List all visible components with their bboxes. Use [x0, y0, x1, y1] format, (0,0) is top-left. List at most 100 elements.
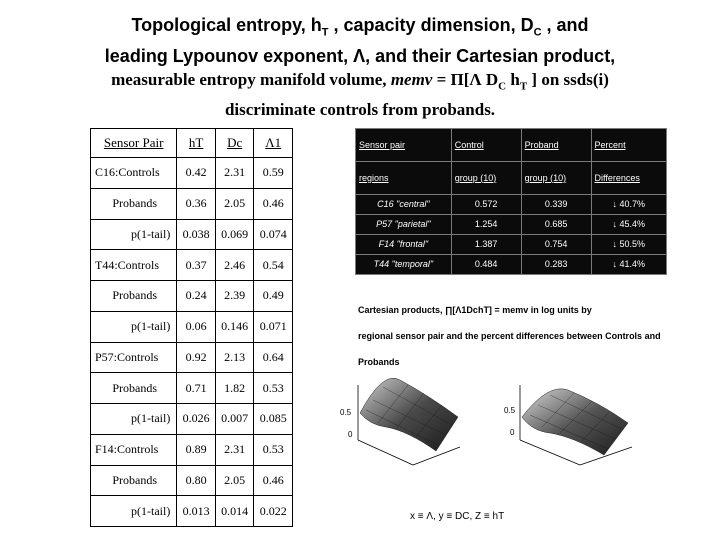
table-row: Probands 0.80 2.05 0.46 [89, 464, 293, 497]
region-cell: T44 "temporal" [355, 253, 452, 276]
lambda-cell: 0.49 [253, 280, 293, 312]
ht-cell: 0.80 [176, 464, 216, 497]
dc-cell: 2.05 [214, 464, 255, 497]
cartesian-caption: Cartesian products, ∏[Λ1DchT] = memv in … [358, 297, 678, 375]
table-row: C16 "central" 0.572 0.339 ↓ 40.7% [355, 193, 668, 215]
sensor-pair-cell: T44:Controls [89, 249, 178, 281]
proband-cell: 0.754 [520, 233, 592, 255]
x-axis-line [357, 439, 414, 466]
table-row: p(1-tail) 0.026 0.007 0.085 [89, 403, 293, 435]
header-ht: hT [176, 128, 216, 158]
lambda-cell: 0.64 [253, 341, 293, 374]
lambda-cell: 0.074 [253, 218, 293, 251]
table-row: F14:Controls 0.89 2.31 0.53 [89, 433, 293, 466]
difference-cell: ↓ 41.4% [590, 253, 668, 276]
header-cell: Percent [590, 128, 668, 162]
ht-cell: 0.026 [176, 403, 216, 435]
header-cell: regions [355, 160, 452, 195]
caption-line-3: Probands [358, 357, 400, 367]
dc-cell: 2.46 [214, 249, 255, 281]
y-axis-line [412, 446, 461, 466]
dc-cell: 2.13 [214, 341, 255, 374]
dc-cell: 0.014 [214, 495, 255, 527]
sensor-pair-cell: Probands [89, 464, 178, 497]
title-line-2: leading Lypounov exponent, Λ, and their … [104, 45, 616, 66]
lambda-cell: 0.071 [253, 310, 293, 343]
dc-cell: 0.007 [214, 403, 255, 435]
sensor-pair-table: Sensor Pair hT Dc Λ1 C16:Controls 0.42 2.3… [89, 128, 293, 527]
header-lambda: Λ1 [253, 128, 293, 158]
lambda-cell: 0.53 [253, 433, 293, 466]
header-cell: Control [450, 128, 522, 162]
region-cell: C16 "central" [355, 193, 452, 215]
table-row: p(1-tail) 0.013 0.014 0.022 [89, 495, 293, 527]
ht-cell: 0.013 [176, 495, 216, 527]
control-cell: 0.484 [450, 253, 522, 276]
z-tick-label: 0.5 [504, 406, 516, 415]
title-line-3: measurable entropy manifold volume, memv… [111, 69, 609, 92]
y-axis-line [579, 446, 633, 466]
dc-cell: 2.05 [214, 187, 255, 220]
ht-cell: 0.37 [176, 249, 216, 281]
title-line-1: Topological entropy, hT , capacity dimen… [131, 15, 589, 39]
caption-line-1: Cartesian products, ∏[Λ1DchT] = memv in … [358, 305, 592, 315]
sensor-pair-cell: F14:Controls [89, 433, 178, 466]
table-header-row: Sensor pair Control Proband Percent [355, 128, 668, 162]
table-row: C16:Controls 0.42 2.31 0.59 [89, 157, 293, 189]
page-title: Topological entropy, hT , capacity dimen… [0, 14, 720, 121]
proband-cell: 0.283 [520, 253, 592, 276]
table-row: F14 "frontal" 1.387 0.754 ↓ 50.5% [355, 233, 668, 255]
sensor-pair-cell: C16:Controls [89, 157, 178, 189]
lambda-cell: 0.46 [253, 464, 293, 497]
header-cell: group (10) [450, 160, 522, 195]
lambda-cell: 0.46 [253, 187, 293, 220]
sensor-pair-cell: p(1-tail) [89, 403, 178, 435]
control-cell: 1.387 [450, 233, 522, 255]
surface-mesh [521, 388, 629, 456]
lambda-cell: 0.54 [253, 249, 293, 281]
table-row: p(1-tail) 0.06 0.146 0.071 [89, 310, 293, 343]
proband-cell: 0.339 [520, 193, 592, 215]
lambda-cell: 0.53 [253, 372, 293, 404]
control-surface-plot: 0.5 0 [340, 378, 461, 466]
ht-cell: 0.92 [176, 341, 216, 374]
control-cell: 1.254 [450, 213, 522, 235]
header-cell: group (10) [520, 160, 592, 195]
z-tick-label: 0 [510, 428, 515, 437]
axis-legend: x ≡ Λ, y ≡ DC, Z ≡ hT [410, 511, 505, 522]
region-cell: P57 "parietal" [355, 213, 452, 235]
header-sensor-pair: Sensor Pair [89, 128, 178, 158]
table-row: P57:Controls 0.92 2.13 0.64 [89, 341, 293, 374]
table-header-row: Sensor Pair hT Dc Λ1 [89, 128, 293, 158]
caption-line-2: regional sensor pair and the percent dif… [358, 331, 661, 341]
z-tick-label: 0 [348, 430, 353, 439]
header-dc: Dc [214, 128, 255, 158]
ht-cell: 0.42 [176, 157, 216, 189]
sensor-pair-cell: p(1-tail) [89, 495, 178, 527]
sensor-pair-cell: p(1-tail) [89, 310, 178, 343]
sensor-pair-cell: Probands [89, 280, 178, 312]
table-row: T44 "temporal" 0.484 0.283 ↓ 41.4% [355, 253, 668, 276]
difference-cell: ↓ 45.4% [590, 213, 668, 235]
ht-cell: 0.06 [176, 310, 216, 343]
dc-cell: 1.82 [214, 372, 255, 404]
table-row: Probands 0.24 2.39 0.49 [89, 280, 293, 312]
table-row: Probands 0.71 1.82 0.53 [89, 372, 293, 404]
proband-surface-plot: 0.5 0 [504, 385, 633, 466]
region-cell: F14 "frontal" [355, 233, 452, 255]
table-row: Probands 0.36 2.05 0.46 [89, 187, 293, 220]
header-cell: Differences [590, 160, 668, 195]
difference-cell: ↓ 50.5% [590, 233, 668, 255]
ht-cell: 0.89 [176, 433, 216, 466]
surface-grid [365, 384, 453, 446]
ht-cell: 0.24 [176, 280, 216, 312]
table-row: p(1-tail) 0.038 0.069 0.074 [89, 218, 293, 251]
title-line-4: discriminate controls from probands. [224, 99, 496, 119]
sensor-pair-cell: Probands [89, 187, 178, 220]
lambda-cell: 0.59 [253, 157, 293, 189]
proband-cell: 0.685 [520, 213, 592, 235]
sensor-pair-cell: P57:Controls [89, 341, 178, 374]
ht-cell: 0.36 [176, 187, 216, 220]
sensor-pair-cell: p(1-tail) [89, 218, 178, 251]
dc-cell: 2.31 [214, 157, 255, 189]
